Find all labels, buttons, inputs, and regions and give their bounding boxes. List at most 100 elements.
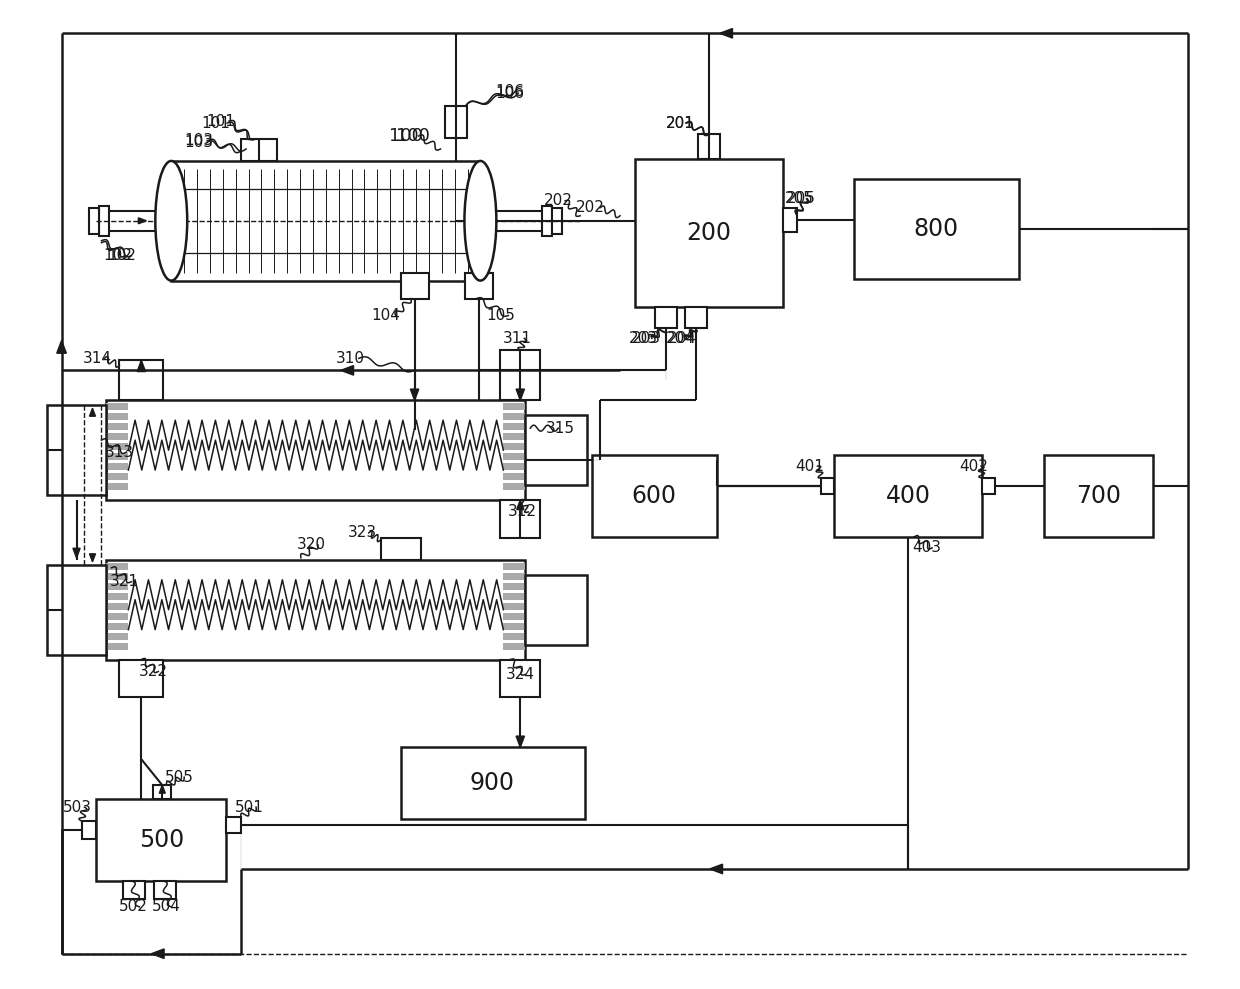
- Bar: [500, 500, 541, 538]
- Bar: [982, 478, 994, 494]
- Text: 201: 201: [666, 116, 694, 131]
- Bar: [226, 817, 241, 833]
- Polygon shape: [517, 500, 523, 509]
- Text: 202: 202: [575, 201, 605, 216]
- Bar: [503, 483, 526, 490]
- Polygon shape: [709, 864, 723, 873]
- Bar: [635, 159, 782, 307]
- Bar: [107, 563, 129, 570]
- Text: 104: 104: [371, 308, 401, 323]
- Text: 103: 103: [185, 134, 213, 148]
- Bar: [503, 453, 526, 460]
- Bar: [503, 413, 526, 420]
- Bar: [500, 350, 541, 401]
- Bar: [107, 592, 129, 599]
- Bar: [854, 179, 1019, 279]
- Ellipse shape: [155, 161, 187, 281]
- Polygon shape: [410, 389, 419, 401]
- Text: 502: 502: [119, 899, 148, 915]
- Bar: [835, 455, 982, 537]
- Bar: [503, 563, 526, 570]
- Bar: [542, 206, 552, 235]
- Bar: [445, 106, 467, 138]
- Bar: [107, 560, 526, 660]
- Bar: [107, 483, 129, 490]
- Bar: [107, 573, 129, 580]
- Text: 314: 314: [83, 351, 112, 366]
- Text: 700: 700: [1076, 484, 1121, 508]
- Text: 322: 322: [139, 664, 167, 679]
- Text: 504: 504: [151, 899, 181, 915]
- Polygon shape: [516, 736, 525, 748]
- Bar: [107, 211, 171, 230]
- Text: 200: 200: [686, 221, 732, 244]
- Bar: [503, 612, 526, 620]
- Text: 204: 204: [666, 331, 694, 346]
- Text: 321: 321: [110, 575, 139, 589]
- Bar: [782, 208, 796, 231]
- Text: 102: 102: [103, 248, 131, 263]
- Text: 500: 500: [139, 828, 184, 853]
- Bar: [1044, 455, 1153, 537]
- Bar: [107, 602, 129, 609]
- Bar: [124, 881, 145, 899]
- Bar: [503, 463, 526, 470]
- Bar: [698, 135, 719, 159]
- Text: 203: 203: [629, 331, 657, 346]
- Bar: [480, 211, 546, 230]
- Bar: [655, 307, 677, 328]
- Text: 201: 201: [666, 116, 694, 131]
- Text: 600: 600: [631, 484, 676, 508]
- Bar: [684, 307, 707, 328]
- Text: 205: 205: [787, 191, 816, 207]
- Text: 106: 106: [496, 84, 525, 99]
- Text: 400: 400: [885, 484, 931, 508]
- Bar: [107, 401, 526, 500]
- Polygon shape: [159, 785, 165, 793]
- Text: 312: 312: [507, 504, 537, 519]
- Text: 106: 106: [496, 86, 525, 101]
- Polygon shape: [57, 340, 67, 353]
- Bar: [107, 473, 129, 480]
- Bar: [503, 404, 526, 410]
- Polygon shape: [89, 408, 95, 416]
- Polygon shape: [719, 29, 733, 39]
- Text: 100: 100: [396, 127, 429, 145]
- Text: 503: 503: [63, 800, 92, 815]
- Bar: [107, 612, 129, 620]
- Text: 310: 310: [336, 351, 366, 366]
- Bar: [97, 799, 226, 881]
- Bar: [401, 273, 429, 299]
- Text: 323: 323: [348, 525, 377, 540]
- Polygon shape: [341, 366, 353, 375]
- Bar: [503, 443, 526, 450]
- Text: 403: 403: [913, 540, 941, 556]
- Bar: [47, 565, 107, 655]
- Text: 313: 313: [105, 445, 134, 460]
- Bar: [381, 538, 420, 560]
- Bar: [503, 643, 526, 650]
- Bar: [82, 821, 97, 839]
- Polygon shape: [73, 548, 81, 558]
- Bar: [107, 463, 129, 470]
- Bar: [154, 785, 171, 799]
- Text: 800: 800: [914, 217, 959, 240]
- Bar: [107, 443, 129, 450]
- Bar: [503, 433, 526, 440]
- Text: 103: 103: [185, 135, 213, 150]
- Polygon shape: [151, 948, 164, 958]
- Bar: [526, 415, 587, 485]
- Bar: [503, 423, 526, 430]
- Text: 101: 101: [207, 114, 236, 129]
- Bar: [107, 583, 129, 589]
- Text: 101: 101: [202, 116, 231, 131]
- Text: 501: 501: [234, 800, 263, 815]
- Bar: [119, 360, 164, 401]
- Polygon shape: [57, 637, 67, 650]
- Bar: [465, 273, 494, 299]
- Bar: [107, 633, 129, 640]
- Bar: [154, 881, 176, 899]
- Bar: [89, 208, 99, 233]
- Bar: [107, 643, 129, 650]
- Bar: [526, 575, 587, 645]
